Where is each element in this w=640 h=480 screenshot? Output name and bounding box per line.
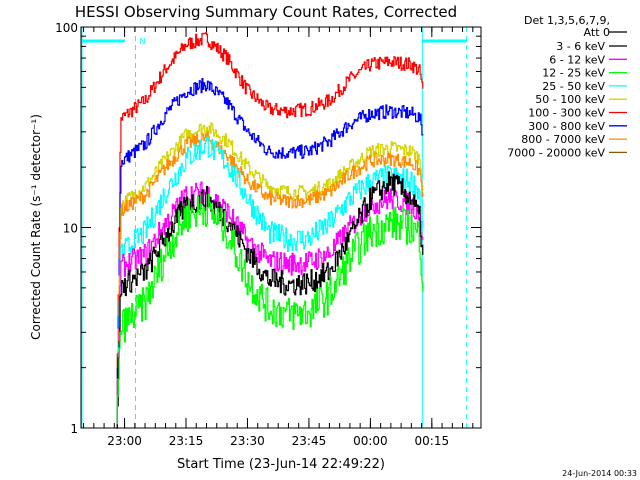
y-tick-label: 10 [63,222,78,236]
x-tick-label: 00:15 [415,434,450,448]
legend-label: 25 - 50 keV [542,80,605,93]
x-tick-label: 23:45 [292,434,327,448]
legend-label: 100 - 300 keV [528,107,605,120]
legend-label: 800 - 7000 keV [521,133,605,146]
x-tick-label: 23:00 [107,434,142,448]
saa-flag-label: N [139,37,145,46]
series-line-12-25kev [116,193,424,425]
x-tick-label: 23:30 [230,434,265,448]
x-tick-label: 23:15 [169,434,204,448]
x-axis-label: Start Time (23-Jun-14 22:49:22) [177,457,385,472]
chart-title: HESSI Observing Summary Count Rates, Cor… [75,3,457,21]
y-axis-label: Corrected Count Rate (s⁻¹ detector⁻¹) [29,114,43,340]
legend-label: 7000 - 20000 keV [507,146,605,159]
legend-header: Att 0 [584,26,610,39]
series-line-100-300kev [116,32,424,429]
legend-label: 3 - 6 keV [556,40,605,53]
series-line-800-7000kev [116,131,424,422]
legend-label: 12 - 25 keV [542,67,605,80]
legend-label: 300 - 800 keV [528,120,605,133]
plot-timestamp: 24-Jun-2014 00:33 [562,469,637,478]
legend-header: Det 1,3,5,6,7,9, [524,14,610,27]
y-tick-label: 1 [70,422,78,436]
y-tick-label: 100 [55,21,78,35]
x-tick-label: 00:00 [353,434,388,448]
legend-label: 6 - 12 keV [549,53,605,66]
legend-label: 50 - 100 keV [535,93,605,106]
series-line-300-800kev [116,78,424,426]
